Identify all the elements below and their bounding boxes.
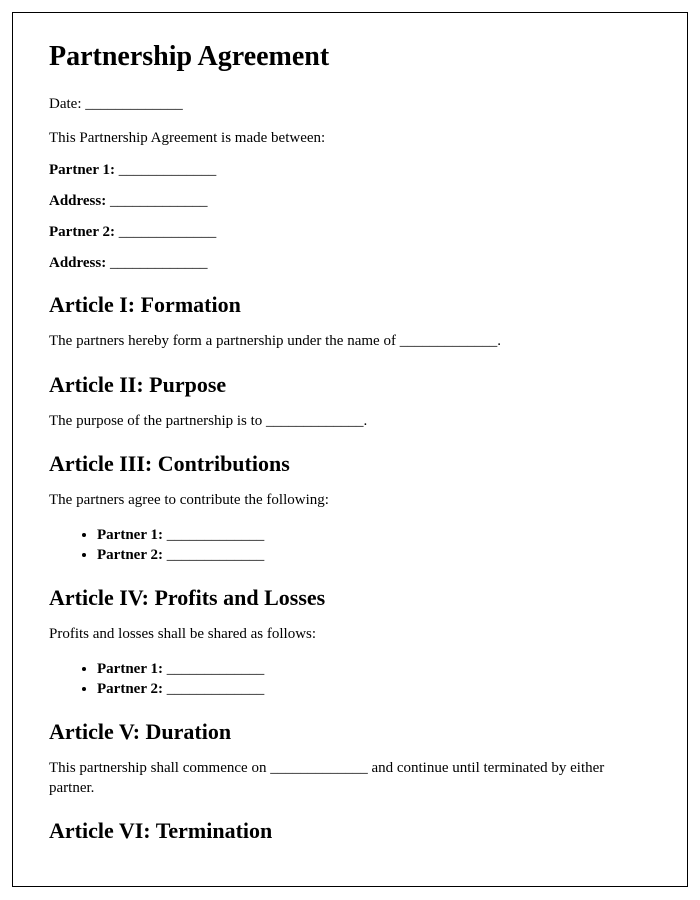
document-title: Partnership Agreement [49, 41, 651, 73]
article-3-item1-label: Partner 1: [97, 527, 163, 543]
article-5-body: This partnership shall commence on _____… [49, 759, 651, 798]
partner1-label: Partner 1: [49, 162, 115, 178]
list-item: Partner 2: _____________ [97, 545, 651, 565]
date-line: Date: _____________ [49, 95, 651, 115]
list-item: Partner 1: _____________ [97, 659, 651, 679]
list-item: Partner 2: _____________ [97, 679, 651, 699]
article-3-item2-label: Partner 2: [97, 547, 163, 563]
partner2-label: Partner 2: [49, 224, 115, 240]
article-4-item2-blank: _____________ [163, 681, 264, 697]
article-3-item1-blank: _____________ [163, 527, 264, 543]
article-4-list: Partner 1: _____________ Partner 2: ____… [97, 659, 651, 700]
article-6-heading: Article VI: Termination [49, 818, 651, 844]
article-4-item1-blank: _____________ [163, 661, 264, 677]
partner1-field: Partner 1: _____________ [49, 162, 651, 179]
article-4-body: Profits and losses shall be shared as fo… [49, 625, 651, 645]
article-4-heading: Article IV: Profits and Losses [49, 585, 651, 611]
intro-line: This Partnership Agreement is made betwe… [49, 129, 651, 149]
address2-label: Address: [49, 255, 106, 271]
article-4-item1-label: Partner 1: [97, 661, 163, 677]
address1-label: Address: [49, 193, 106, 209]
address2-field: Address: _____________ [49, 255, 651, 272]
list-item: Partner 1: _____________ [97, 525, 651, 545]
partner2-field: Partner 2: _____________ [49, 224, 651, 241]
article-3-list: Partner 1: _____________ Partner 2: ____… [97, 525, 651, 566]
article-3-body: The partners agree to contribute the fol… [49, 491, 651, 511]
article-2-heading: Article II: Purpose [49, 372, 651, 398]
article-4-item2-label: Partner 2: [97, 681, 163, 697]
article-3-heading: Article III: Contributions [49, 451, 651, 477]
address1-blank: _____________ [106, 193, 207, 209]
address2-blank: _____________ [106, 255, 207, 271]
partner1-blank: _____________ [115, 162, 216, 178]
article-1-heading: Article I: Formation [49, 292, 651, 318]
address1-field: Address: _____________ [49, 193, 651, 210]
article-5-heading: Article V: Duration [49, 719, 651, 745]
article-3-item2-blank: _____________ [163, 547, 264, 563]
article-1-body: The partners hereby form a partnership u… [49, 332, 651, 352]
document-page: Partnership Agreement Date: ____________… [12, 12, 688, 887]
article-2-body: The purpose of the partnership is to ___… [49, 412, 651, 432]
partner2-blank: _____________ [115, 224, 216, 240]
